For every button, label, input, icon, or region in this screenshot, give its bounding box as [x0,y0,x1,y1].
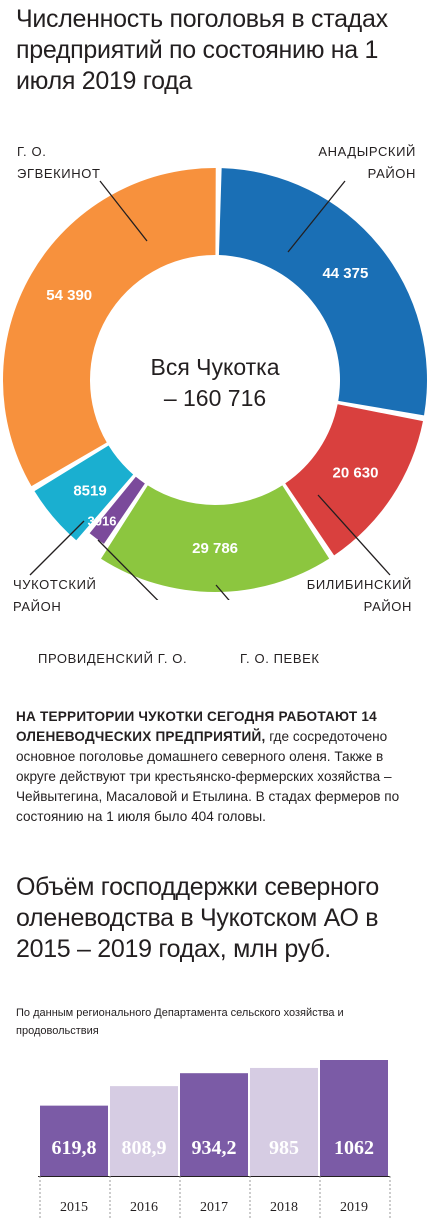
donut-slice [34,445,134,541]
label-provideniya: ПРОВИДЕНСКИЙ Г. О. [38,651,188,666]
center-line-1: Вся Чукотка [150,354,280,380]
bar-value-label: 934,2 [192,1137,237,1159]
donut-value-label: 54 390 [46,287,92,304]
donut-center-total: Вся Чукотка – 160 716 [120,352,310,414]
x-tick-label: 2015 [60,1200,88,1215]
bar-chart: 619,8 2015 808,9 2016 934,2 2017 985 2018 1062 20… [38,1060,391,1218]
donut-slice [285,404,423,556]
donut-value-label: 20 630 [333,465,379,482]
info-paragraph: НА ТЕРРИТОРИИ ЧУКОТКИ СЕГОДНЯ РАБОТАЮТ 1… [16,707,418,827]
leader-line [97,539,159,600]
donut-slice [101,485,330,592]
label-chukotsky: ЧУКОТСКИЙ РАЙОН [13,577,97,614]
leader-line [29,520,85,576]
label-anadyr: АНАДЫРСКИЙ РАЙОН [318,144,416,181]
chart-title: Численность поголовья в стадах предприят… [16,5,388,95]
donut-value-label: 3016 [88,514,117,529]
center-line-2: – 160 716 [163,385,267,411]
leader-line [287,180,346,253]
bar [110,1086,178,1176]
source-note: По данным регионального Департамента сел… [16,1007,344,1037]
leader-line [215,584,230,600]
x-tick-label: 2019 [340,1200,368,1215]
bar [320,1060,388,1176]
x-tick-label: 2016 [130,1200,158,1215]
bar-value-label: 808,9 [122,1137,167,1159]
donut-value-label: 8519 [73,483,106,500]
bar-value-label: 1062 [334,1137,374,1159]
paragraph-body: где сосредоточено основное поголовье дом… [16,729,400,824]
bar [250,1067,318,1176]
leader-line [317,494,391,576]
label-egvekinot: Г. О. ЭГВЕКИНОТ [17,144,101,181]
donut-slice [218,168,427,416]
bar-value-label: 985 [269,1137,299,1159]
donut-slice [89,476,145,544]
leader-line [99,180,148,242]
donut-value-label: 29 786 [192,540,238,557]
donut-chart: 44 375 20 630 29 786 3016 8519 54 390 [3,168,427,600]
bar-chart-title: Объём господдержки северного оленеводств… [16,873,380,963]
donut-value-label: 44 375 [322,265,368,282]
label-bilibino: БИЛИБИНСКИЙ РАЙОН [306,577,412,614]
bar [180,1073,248,1176]
bar-value-label: 619,8 [52,1137,97,1159]
x-tick-label: 2017 [200,1200,228,1215]
x-tick-label: 2018 [270,1200,298,1215]
label-pevek: Г. О. ПЕВЕК [240,651,320,666]
donut-slice [3,168,216,487]
bar [40,1105,108,1176]
paragraph-lead: НА ТЕРРИТОРИИ ЧУКОТКИ СЕГОДНЯ РАБОТАЮТ 1… [16,709,377,744]
